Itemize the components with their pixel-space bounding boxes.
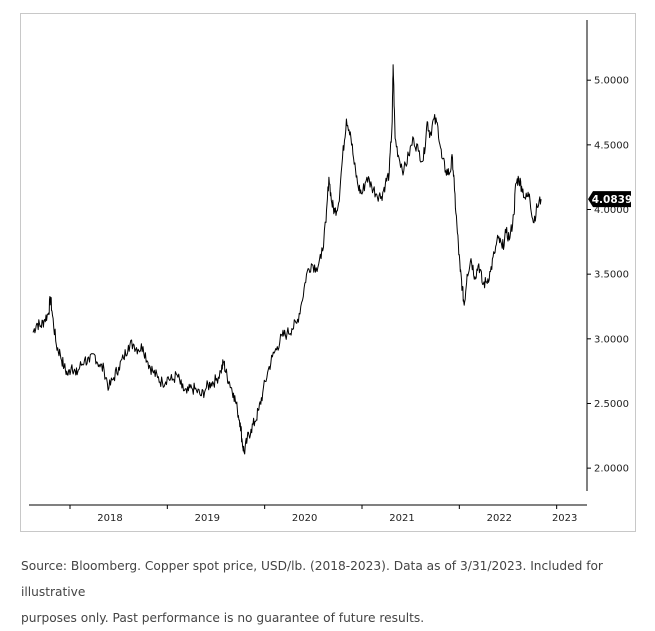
last-value-flag [588, 191, 631, 208]
y-tick-label: 4.5000 [594, 140, 629, 151]
y-tick-label: 4.0000 [594, 205, 629, 216]
x-tick-label: 2019 [195, 513, 220, 524]
caption-line-2: purposes only. Past performance is no gu… [21, 611, 425, 625]
y-tick-label: 5.0000 [594, 76, 629, 87]
y-tick-label: 2.0000 [594, 464, 629, 475]
x-tick-label: 2023 [552, 513, 577, 524]
x-tick-label: 2018 [97, 513, 122, 524]
x-tick-label: 2020 [292, 513, 317, 524]
x-tick-label: 2021 [389, 513, 414, 524]
y-tick-label: 3.0000 [594, 334, 629, 345]
source-caption: Source: Bloomberg. Copper spot price, US… [21, 553, 641, 631]
copper-price-chart: 2.0000 2.5000 3.0000 3.5000 4.0000 4.5000 5.00… [29, 20, 633, 524]
chart-frame: 2.0000 2.5000 3.0000 3.5000 4.0000 4.5000 5.00… [20, 13, 636, 532]
last-value-badge: 4.0839 [588, 191, 633, 208]
y-tick-label: 2.5000 [594, 399, 629, 410]
y-tick-label: 3.5000 [594, 270, 629, 281]
copper-price-line [32, 64, 542, 455]
last-value-label: 4.0839 [592, 194, 633, 206]
x-tick-label: 2022 [487, 513, 512, 524]
caption-line-1: Source: Bloomberg. Copper spot price, US… [21, 559, 603, 599]
